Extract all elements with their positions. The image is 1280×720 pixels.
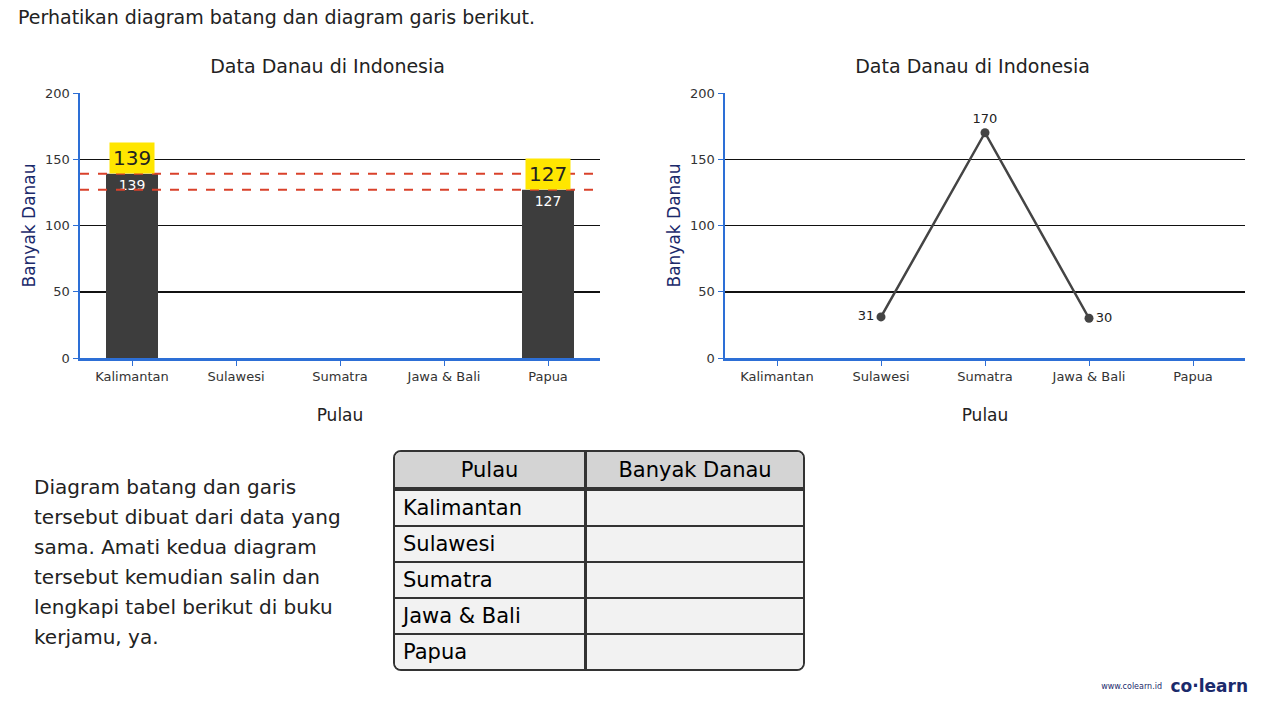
svg-text:200: 200 (45, 86, 70, 101)
svg-text:200: 200 (690, 86, 715, 101)
svg-text:Banyak Danau: Banyak Danau (664, 163, 684, 287)
svg-text:Jawa & Bali: Jawa & Bali (407, 369, 481, 384)
html-text:co·learn: co·learn (1170, 676, 1248, 696)
svg-text:127: 127 (529, 162, 567, 186)
svg-text:Kalimantan: Kalimantan (95, 369, 169, 384)
svg-text:Sumatra: Sumatra (312, 369, 368, 384)
svg-text:30: 30 (1096, 310, 1113, 325)
svg-text:127: 127 (535, 193, 562, 209)
html-text:Papua: Papua (403, 640, 468, 664)
svg-text:Sulawesi: Sulawesi (207, 369, 264, 384)
svg-text:50: 50 (53, 284, 70, 299)
svg-text:150: 150 (45, 152, 70, 167)
svg-text:Papua: Papua (1173, 369, 1213, 384)
html-text:Kalimantan: Kalimantan (403, 496, 522, 520)
html-text:Jawa & Bali: Jawa & Bali (403, 604, 521, 628)
svg-text:50: 50 (698, 284, 715, 299)
svg-text:0: 0 (62, 351, 70, 366)
svg-text:139: 139 (113, 146, 151, 170)
svg-text:100: 100 (45, 218, 70, 233)
svg-text:Papua: Papua (528, 369, 568, 384)
svg-text:Data Danau di Indonesia: Data Danau di Indonesia (210, 55, 445, 77)
svg-text:Pulau: Pulau (962, 405, 1009, 425)
html-text:Diagram batang dan garis terse: Diagram batang dan garis tersebut dibuat… (34, 475, 341, 649)
svg-text:Sumatra: Sumatra (957, 369, 1013, 384)
svg-text:139: 139 (119, 177, 146, 193)
svg-text:Banyak Danau: Banyak Danau (19, 163, 39, 287)
svg-text:Data Danau di Indonesia: Data Danau di Indonesia (855, 55, 1090, 77)
svg-text:Sulawesi: Sulawesi (852, 369, 909, 384)
svg-text:0: 0 (707, 351, 715, 366)
html-text:Banyak Danau: Banyak Danau (618, 457, 772, 482)
svg-text:Kalimantan: Kalimantan (740, 369, 814, 384)
html-text:www.colearn.id: www.colearn.id (1101, 682, 1162, 691)
svg-text:170: 170 (973, 111, 998, 126)
html-text:Sumatra: Sumatra (403, 568, 493, 592)
html-text:Sulawesi: Sulawesi (403, 532, 496, 556)
svg-text:150: 150 (690, 152, 715, 167)
svg-text:Pulau: Pulau (317, 405, 364, 425)
svg-text:31: 31 (858, 308, 875, 323)
html-text:Perhatikan diagram batang dan: Perhatikan diagram batang dan diagram ga… (18, 6, 536, 28)
svg-text:Jawa & Bali: Jawa & Bali (1052, 369, 1126, 384)
svg-text:100: 100 (690, 218, 715, 233)
html-text:Pulau: Pulau (460, 457, 519, 482)
